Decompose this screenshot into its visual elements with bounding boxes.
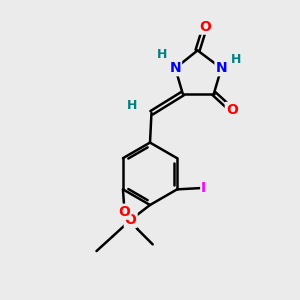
Text: O: O bbox=[226, 103, 238, 117]
Text: H: H bbox=[127, 99, 137, 112]
Text: I: I bbox=[201, 181, 206, 195]
Text: N: N bbox=[215, 61, 227, 75]
Text: O: O bbox=[199, 20, 211, 34]
Text: O: O bbox=[118, 205, 130, 219]
Text: H: H bbox=[157, 48, 167, 62]
Text: N: N bbox=[169, 61, 181, 75]
Text: H: H bbox=[231, 53, 242, 66]
Text: O: O bbox=[125, 213, 136, 227]
